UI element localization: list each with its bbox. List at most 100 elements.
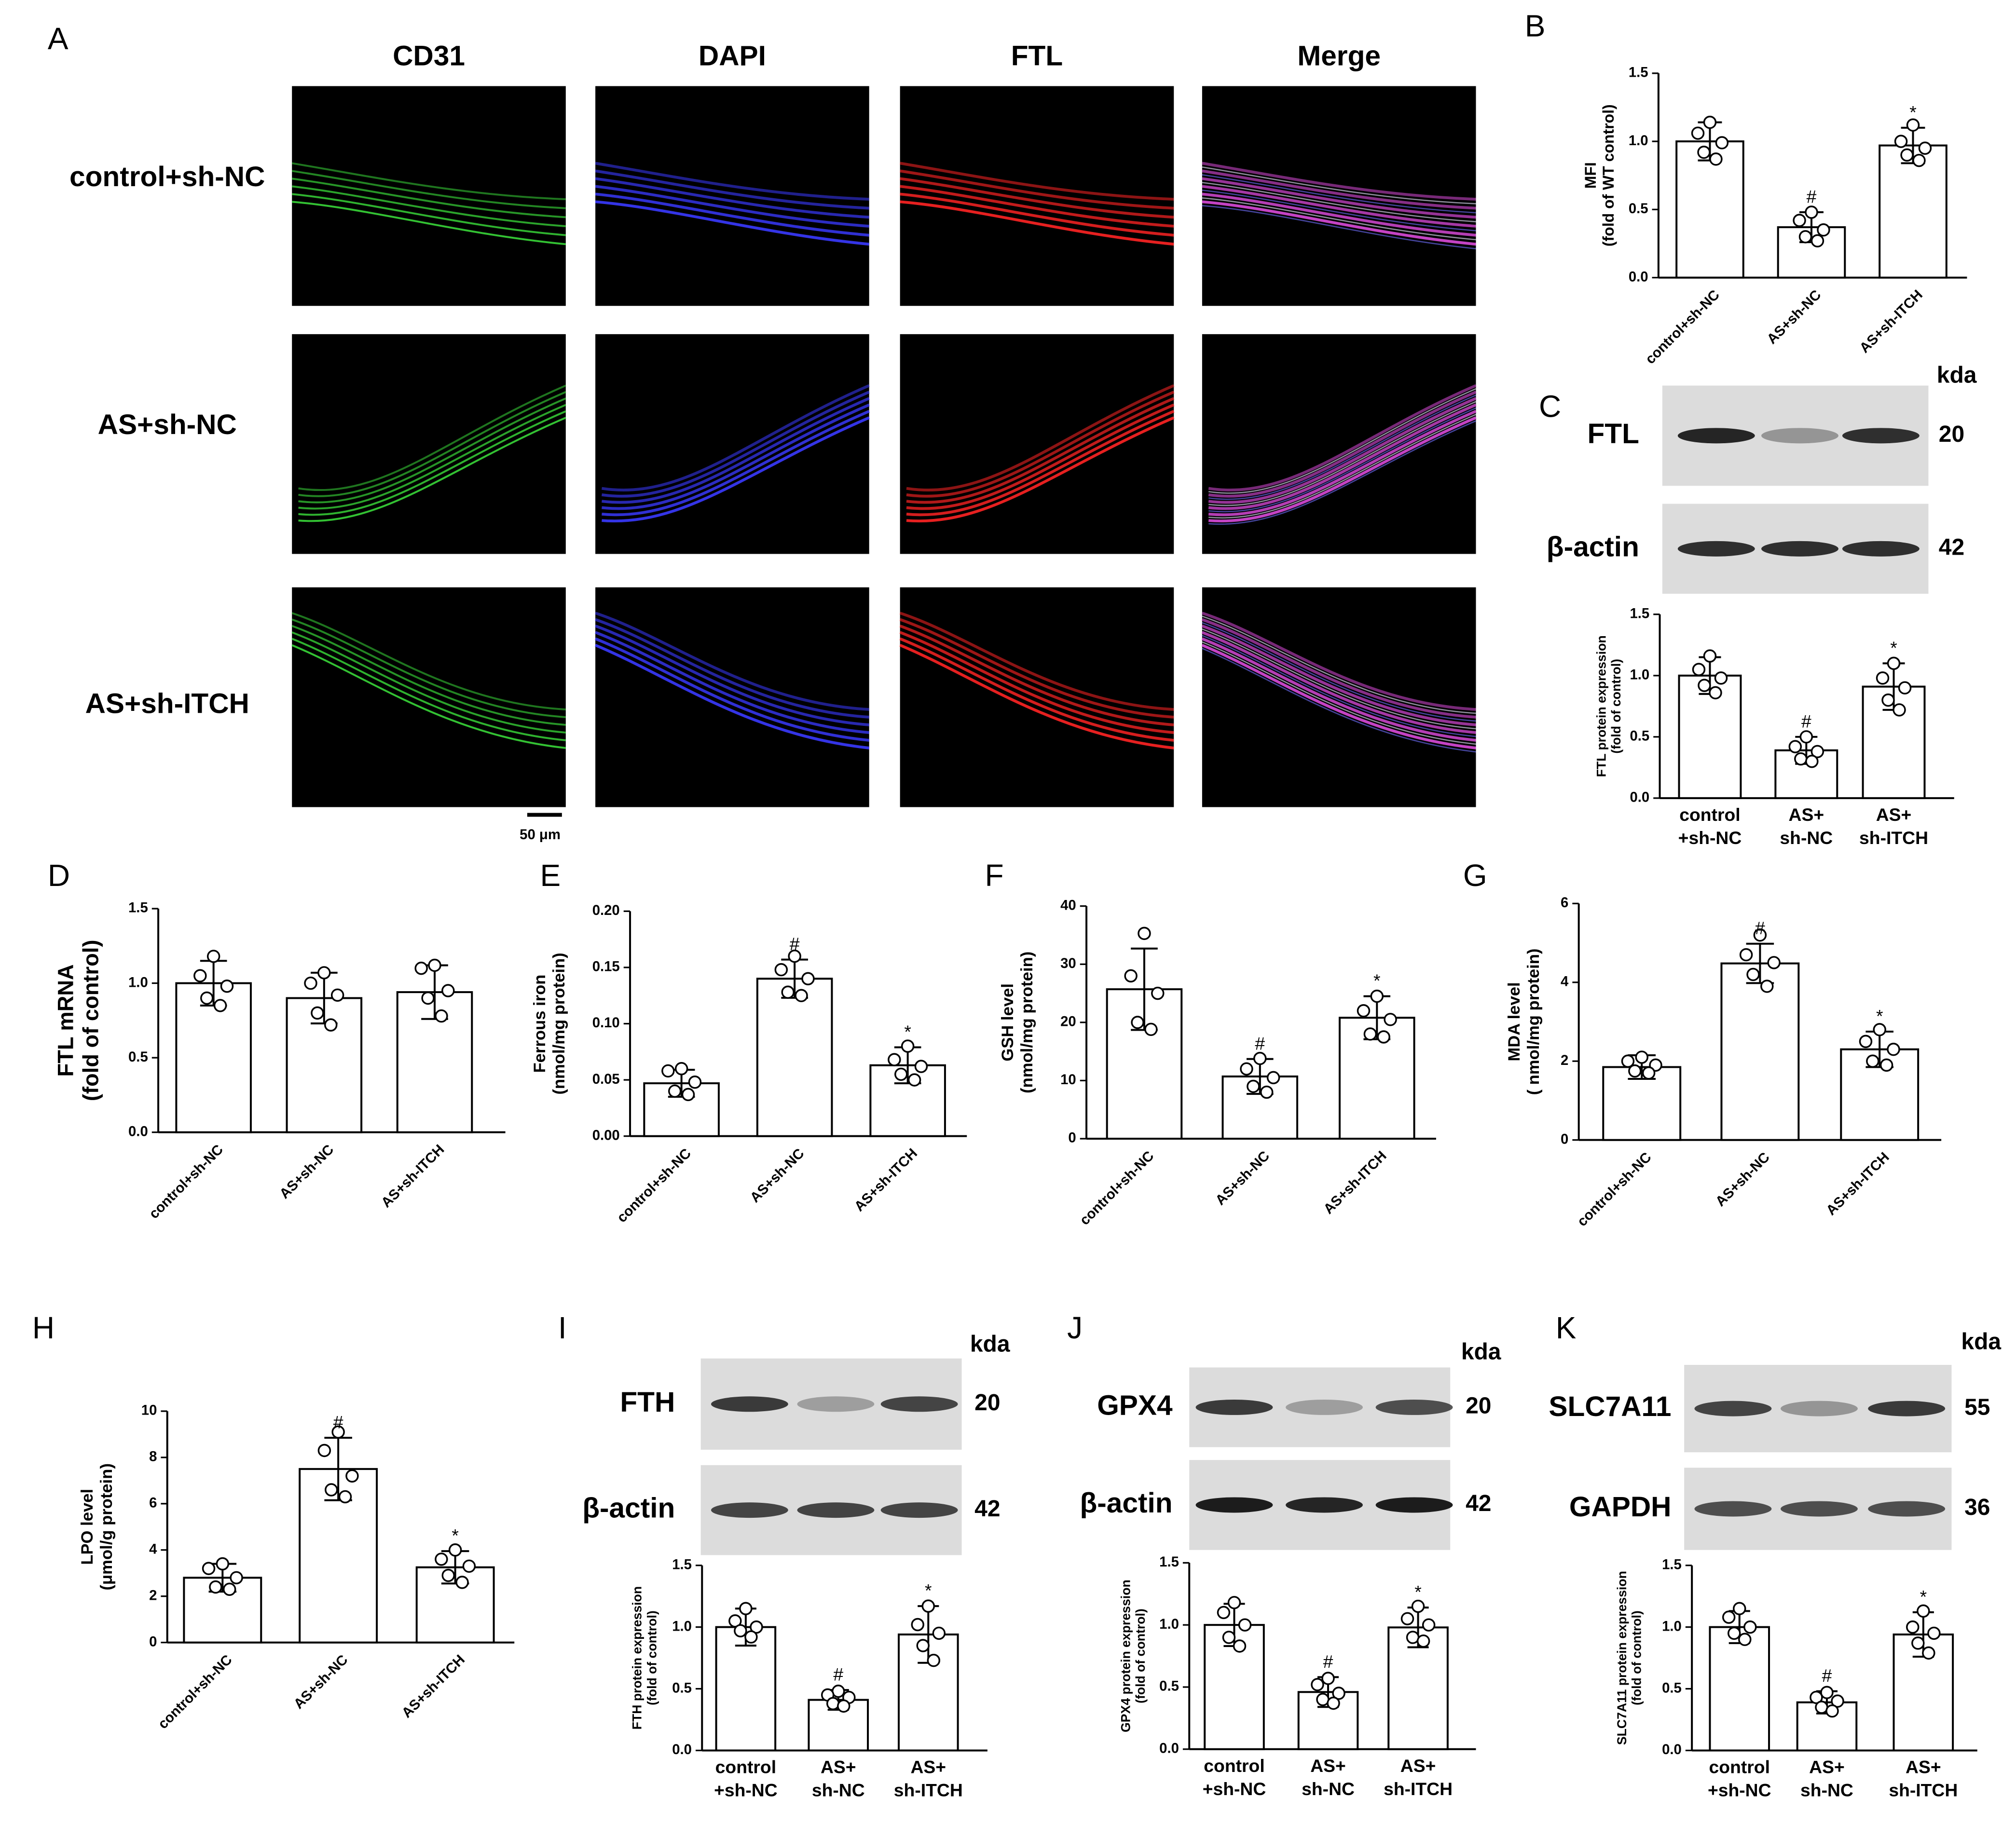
data-point [1227,1596,1241,1609]
vessel-signal [602,397,870,504]
data-point [330,988,344,1002]
data-point [661,1064,675,1078]
data-point [1820,1686,1834,1699]
blot-label: β-actin [1547,531,1639,562]
significance-marker: * [1414,1582,1422,1602]
y-tick-label: 1.5 [672,1556,692,1572]
micrograph [594,587,870,807]
vessel-signal [291,162,566,201]
x-tick-label: AS+ [1310,1756,1346,1776]
blot-label: SLC7A11 [1549,1391,1671,1422]
blot-band [1677,541,1755,557]
blot-label: GPX4 [1097,1389,1173,1421]
data-point [441,984,455,997]
vessel-signal [1201,631,1476,734]
vessel-signal [595,169,869,210]
data-point [1422,1618,1436,1632]
data-point [774,963,788,977]
data-point [1805,754,1819,768]
vessel-signal [1202,169,1476,210]
data-point [1138,926,1151,940]
blot-label: β-actin [1080,1487,1172,1519]
y-tick-label: 0 [149,1634,157,1649]
x-tick-label: AS+ [1400,1756,1436,1776]
data-point [1810,745,1824,759]
y-axis-label: (fold of control) [79,940,103,1102]
data-point [1370,989,1384,1003]
blot-band [1868,1501,1946,1517]
x-tick-label: AS+ [1789,804,1824,825]
y-tick-label: 6 [149,1495,157,1511]
y-axis-label: MFI [1582,162,1599,189]
x-tick-label: +sh-NC [1678,828,1742,848]
vessel-signal [1201,644,1476,749]
significance-marker: * [452,1525,459,1546]
row-label: control+sh-NC [69,161,265,192]
data-point [1400,1612,1414,1626]
y-tick-label: 1.5 [1159,1554,1179,1570]
panel-letter: C [1539,389,1561,423]
row-label: AS+sh-NC [98,409,237,440]
data-point [1327,1696,1340,1710]
data-point [435,1009,448,1023]
vessel-signal [291,631,566,734]
x-tick-label: AS+sh-ITCH [851,1145,920,1215]
data-point [209,1580,222,1594]
vessel-signal [1208,397,1477,504]
data-point [1635,1050,1648,1064]
vessel-signal [595,177,869,219]
blot-kda: 36 [1964,1495,1990,1520]
data-point [1873,1023,1886,1036]
y-tick-label: 0.15 [592,959,620,975]
vessel-signal [1202,200,1476,246]
data-point [907,1073,921,1087]
data-point [728,1614,742,1628]
data-point [222,1582,236,1596]
data-point [311,1006,324,1020]
y-tick-label: 1.5 [1630,606,1649,622]
panel-letter: B [1525,9,1546,43]
blot-kda: 20 [974,1390,1000,1416]
y-tick-label: 0.5 [672,1680,692,1696]
data-point [1144,1022,1158,1036]
y-tick-label: 6 [1561,895,1568,911]
data-point [1879,1058,1893,1072]
x-tick-label: control+sh-NC [146,1142,226,1222]
data-point [734,1624,747,1638]
blot-kda: 20 [1939,422,1964,447]
data-point [921,1599,935,1613]
blot-band [1195,1399,1273,1415]
data-point [674,1062,688,1076]
vessel-signal [1208,384,1477,491]
vessel-signal [900,177,1174,219]
data-point [1911,1636,1925,1650]
vessel-signal [1202,641,1476,745]
y-tick-label: 1.0 [1629,133,1648,149]
data-point [1363,1027,1377,1041]
significance-marker: # [1807,187,1817,207]
vessel-signal [602,416,870,523]
data-point [1794,752,1808,766]
y-tick-label: 10 [141,1403,157,1418]
vessel-signal [900,200,1174,246]
data-point [1739,948,1753,962]
y-tick-label: 0.5 [1159,1678,1179,1694]
data-point [216,1557,230,1571]
micrograph [1202,334,1477,554]
blot-band [1761,541,1838,557]
micrograph [292,334,566,554]
data-point [668,1084,682,1098]
vessel-signal [906,416,1175,523]
vessel-signal [1208,407,1477,513]
y-axis-label: (μmol/g protein) [97,1463,116,1591]
x-tick-label: +sh-NC [1708,1780,1771,1800]
data-point [901,1039,915,1053]
blot-band [880,1502,958,1518]
data-point [1151,986,1165,1000]
scale-bar-label: 50 μm [520,827,561,843]
x-tick-label: control+sh-NC [155,1652,235,1732]
vessel-signal [1202,185,1476,228]
panel-letter: A [48,21,69,56]
y-tick-label: 1.5 [1662,1556,1682,1572]
data-point [1906,118,1920,132]
